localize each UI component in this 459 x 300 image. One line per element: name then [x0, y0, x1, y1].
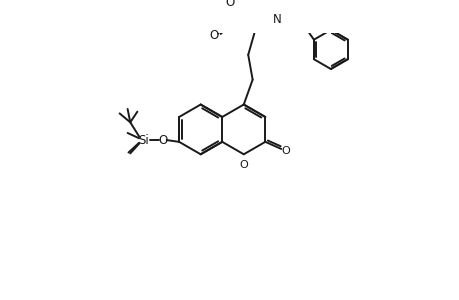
Text: Si: Si — [138, 134, 149, 147]
Text: O: O — [239, 160, 247, 170]
Text: O: O — [158, 134, 168, 147]
Text: N: N — [273, 13, 281, 26]
Text: O: O — [225, 0, 235, 9]
Text: O: O — [281, 146, 290, 156]
Text: O: O — [209, 29, 218, 42]
